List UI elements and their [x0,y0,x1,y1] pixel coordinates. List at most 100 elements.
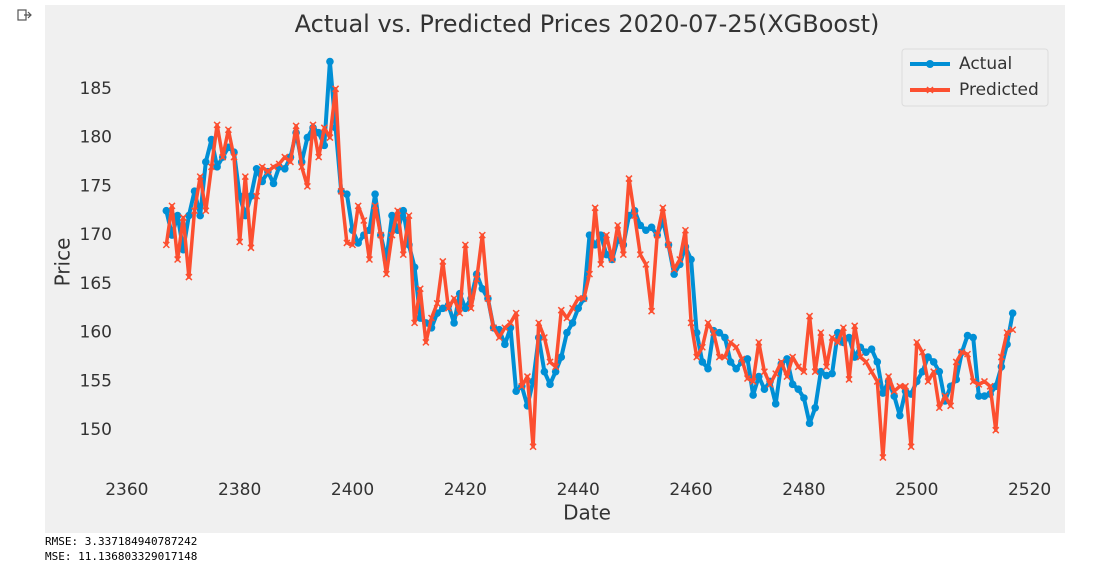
marker [162,206,171,215]
marker [676,255,684,264]
marker [348,241,357,249]
marker [422,338,430,346]
marker [693,353,701,361]
marker [862,358,870,366]
marker [269,163,278,171]
marker [794,385,803,394]
marker [839,324,847,332]
marker [275,160,283,168]
marker [202,158,210,166]
marker [535,319,543,327]
marker [868,368,876,376]
x-axis-label: Date [563,501,611,525]
marker [997,353,1005,361]
marker [918,348,926,356]
output-icon [17,9,32,21]
marker [969,377,977,385]
marker [743,355,752,363]
marker [1003,329,1011,337]
marker [478,284,487,293]
marker [314,128,323,137]
marker [433,299,441,307]
marker [845,375,853,383]
marker [292,122,300,130]
marker [715,353,723,361]
marker [557,306,565,314]
marker [512,309,520,317]
marker [755,338,763,346]
marker [580,294,588,303]
marker [698,358,707,366]
marker [834,338,842,346]
marker [636,221,645,230]
marker [320,124,328,132]
y-axis-label: Price [51,238,75,287]
marker [501,340,509,349]
marker [258,163,266,171]
marker [783,373,791,381]
marker [569,304,577,312]
marker [941,392,949,400]
marker [382,270,390,278]
marker [867,345,876,354]
marker [309,121,317,129]
marker [224,126,232,134]
marker [964,350,972,358]
marker [862,348,870,356]
x-tick-label: 2420 [444,480,487,500]
marker [851,322,859,330]
marker [236,238,244,246]
marker [360,216,368,225]
marker [687,255,695,264]
marker [552,363,560,371]
legend-marker [926,86,934,94]
marker [625,175,633,183]
marker [173,211,182,220]
marker [642,226,650,235]
legend-label: Predicted [959,80,1039,100]
marker [286,158,294,166]
marker [924,377,932,385]
y-tick-label: 155 [80,371,112,391]
marker [354,202,362,210]
marker [399,251,407,259]
marker [760,368,768,376]
legend-marker [926,60,934,68]
marker [467,304,475,312]
marker [551,367,560,376]
marker [444,304,452,312]
marker [822,363,831,371]
marker [732,343,740,351]
marker [726,358,735,366]
marker [772,370,780,378]
marker [969,333,977,342]
marker [992,426,1000,434]
marker [901,382,910,390]
marker [749,377,757,385]
marker [501,324,509,332]
marker [438,304,447,313]
marker [473,275,481,283]
marker [913,338,921,346]
marker [394,207,402,215]
marker [405,212,413,220]
marker [800,368,808,376]
marker [811,368,819,376]
marker [789,353,797,361]
marker [326,134,334,142]
marker [456,309,464,317]
marker [461,304,470,313]
marker [777,358,785,366]
marker [388,231,396,239]
marker [574,294,582,303]
marker [202,207,210,215]
marker [794,363,802,371]
marker [806,312,814,320]
marker [512,387,520,395]
marker [845,333,853,342]
marker [546,380,554,389]
marker [461,241,469,249]
marker [343,190,351,198]
marker [890,387,898,395]
